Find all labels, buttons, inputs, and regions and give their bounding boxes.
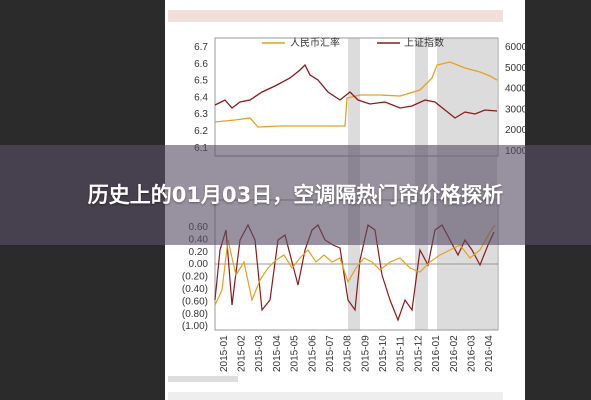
x-tick-label: 2016-03 [466, 335, 477, 372]
y-tick-label: (0.60) [182, 296, 208, 307]
series-line [214, 63, 498, 119]
blurred-header [168, 10, 503, 22]
y-tick-label: 6.5 [194, 76, 208, 87]
legend-label: 人民币汇率 [290, 36, 340, 49]
x-tick-label: 2015-10 [378, 335, 389, 372]
y2-tick-label: 6000 [505, 42, 528, 53]
y-tick-label: (0.80) [182, 309, 208, 320]
y-tick-label: (0.40) [182, 284, 208, 295]
y-tick-label: 6.4 [194, 92, 208, 103]
x-tick-label: 2015-07 [325, 335, 336, 372]
blurred-source [168, 376, 238, 382]
x-tick-label: 2015-06 [307, 335, 318, 372]
y-tick-label: 6.7 [194, 42, 208, 53]
x-tick-label: 2015-11 [396, 336, 407, 372]
x-tick-label: 2015-05 [290, 335, 301, 372]
y-tick-label: 0.20 [189, 247, 209, 258]
title-banner: 历史上的01月03日，空调隔热门帘价格探析 [0, 145, 591, 245]
x-tick-label: 2015-12 [413, 335, 424, 372]
y-tick-label: (1.00) [182, 321, 208, 332]
x-tick-label: 2016-04 [484, 335, 495, 372]
x-tick-label: 2015-08 [343, 335, 354, 372]
x-tick-label: 2015-04 [272, 335, 283, 372]
page-title: 历史上的01月03日，空调隔热门帘价格探析 [87, 183, 504, 207]
x-tick-label: 2015-09 [360, 335, 371, 372]
y2-tick-label: 5000 [505, 63, 528, 74]
y2-tick-label: 2000 [505, 125, 528, 136]
legend-label: 上证指数 [404, 36, 444, 49]
series-line [214, 61, 498, 128]
y-tick-label: 6.6 [194, 59, 208, 70]
x-tick-label: 2015-02 [237, 335, 248, 372]
blurred-caption [168, 392, 503, 400]
x-tick-label: 2016-02 [449, 335, 460, 372]
y2-tick-label: 3000 [505, 104, 528, 115]
x-tick-label: 2016-01 [431, 335, 442, 372]
x-tick-label: 2015-01 [219, 335, 230, 372]
y-tick-label: 6.3 [194, 109, 208, 120]
x-tick-label: 2015-03 [254, 335, 265, 372]
series-line [214, 224, 496, 306]
y-tick-label: 6.2 [194, 126, 208, 137]
y-tick-label: (0.20) [182, 272, 208, 283]
y-tick-label: 0.00 [189, 259, 209, 270]
y2-tick-label: 4000 [505, 84, 528, 95]
